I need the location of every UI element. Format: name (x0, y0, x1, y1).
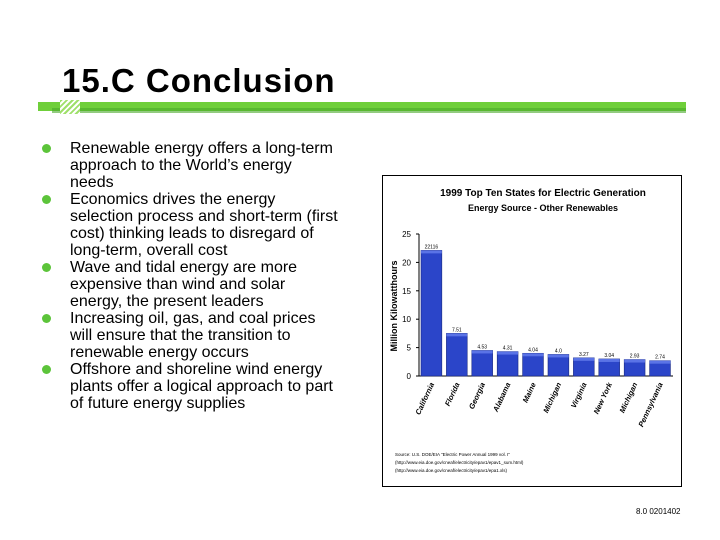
bullet-item: Increasing oil, gas, and coal prices wil… (38, 310, 338, 361)
bullet-dot-icon (42, 365, 51, 374)
bar (522, 352, 544, 377)
bullet-text: Economics drives the energy selection pr… (70, 191, 338, 259)
bullet-text: Increasing oil, gas, and coal prices wil… (70, 310, 316, 361)
bar (471, 350, 493, 377)
slide-footer: 8.0 0201402 (636, 507, 681, 516)
y-tick-label: 25 (402, 230, 411, 239)
bar-value-label: 4.0 (555, 348, 562, 354)
bar-value-label: 4.04 (528, 347, 538, 353)
bar-top (471, 350, 493, 354)
y-tick-label: 15 (402, 287, 411, 296)
bullet-dot-icon (42, 144, 51, 153)
bullet-item: Offshore and shoreline wind energy plant… (38, 361, 338, 412)
bar-chart: 1999 Top Ten States for Electric Generat… (389, 188, 673, 473)
bar-top (548, 354, 569, 358)
chart-source: Source: U.S. DOE/EIA "Electric Power Ann… (395, 452, 525, 473)
bar-value-label: 3.04 (604, 353, 614, 359)
bar-top (421, 250, 442, 254)
bullet-item: Wave and tidal energy are more expensive… (38, 259, 338, 310)
bullet-text: Offshore and shoreline wind energy plant… (70, 361, 333, 412)
bullet-text: Renewable energy offers a long-term appr… (70, 140, 333, 191)
bullet-dot-icon (42, 314, 51, 323)
y-tick-label: 20 (402, 258, 411, 267)
y-tick-label: 5 (407, 344, 412, 353)
x-tick-label: Alabama (491, 381, 513, 414)
bar (446, 333, 468, 377)
slide-title: 15.C Conclusion (62, 62, 336, 99)
x-tick-label: Maine (521, 381, 538, 404)
x-tick-label: Virginia (569, 381, 589, 409)
x-tick-label: California (413, 381, 436, 416)
chart-frame: 1999 Top Ten States for Electric Generat… (382, 175, 682, 487)
bar-top (573, 357, 595, 361)
title-rule-hatch (60, 100, 80, 114)
x-tick-label: Michigan (618, 381, 640, 415)
chart-title: 1999 Top Ten States for Electric Generat… (440, 188, 646, 199)
x-tick-label: Georgia (467, 381, 487, 410)
bar-top (624, 359, 646, 363)
bar-top (446, 333, 468, 337)
title-rule (38, 102, 686, 111)
bar-value-label: 4.31 (503, 346, 513, 352)
bar-value-label: 7.51 (452, 327, 462, 333)
x-tick-label: Pennsylvania (636, 381, 664, 428)
x-tick-label: Florida (443, 381, 462, 407)
x-tick-label: New York (592, 380, 615, 415)
y-axis-label: Million Kilowatthours (389, 261, 399, 352)
x-tick-label: Michigan (541, 381, 563, 415)
bullet-item: Renewable energy offers a long-term appr… (38, 140, 338, 191)
bar-top (497, 351, 519, 355)
bar-value-label: 4.53 (477, 344, 487, 350)
chart-subtitle: Energy Source - Other Renewables (468, 203, 618, 213)
y-tick-label: 10 (402, 315, 411, 324)
bar-value-label: 3.27 (579, 352, 589, 358)
bullet-list: Renewable energy offers a long-term appr… (38, 140, 338, 412)
bar-top (598, 358, 620, 362)
bar-top (649, 360, 671, 364)
bar-value-label: 2.93 (630, 354, 640, 360)
bullet-item: Economics drives the energy selection pr… (38, 191, 338, 259)
bar-value-label: 2.74 (655, 355, 665, 361)
bar (496, 351, 519, 377)
bar-value-label: 22116 (425, 244, 439, 250)
bullet-dot-icon (42, 263, 51, 272)
bullet-text: Wave and tidal energy are more expensive… (70, 259, 298, 310)
bar-top (522, 353, 544, 357)
y-tick-label: 0 (407, 372, 412, 381)
title-rule-shadow (52, 108, 686, 113)
bullet-dot-icon (42, 195, 51, 204)
bar (420, 250, 443, 377)
bar (547, 354, 570, 377)
